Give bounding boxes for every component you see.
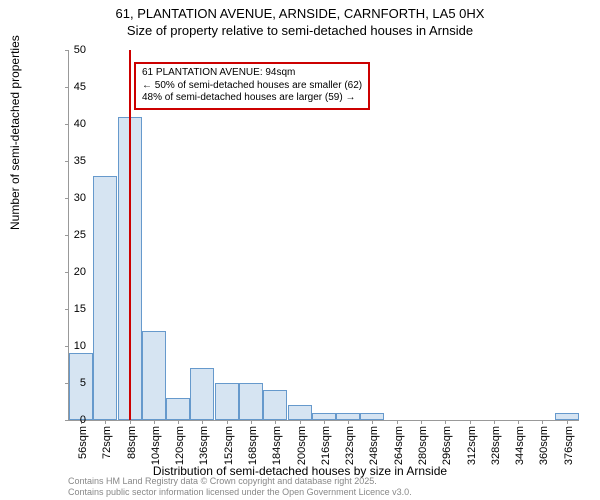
y-tick-label: 25 xyxy=(74,229,86,241)
x-tick-label: 216sqm xyxy=(320,426,332,465)
x-tick-label: 360sqm xyxy=(538,426,550,465)
x-tick-label: 120sqm xyxy=(174,426,186,465)
y-tick-label: 40 xyxy=(74,118,86,130)
y-tick-label: 50 xyxy=(74,44,86,56)
x-tick-label: 264sqm xyxy=(393,426,405,465)
y-tick-label: 45 xyxy=(74,81,86,93)
x-tick-mark xyxy=(348,420,349,424)
x-tick-label: 88sqm xyxy=(126,426,138,459)
x-tick-mark xyxy=(567,420,568,424)
x-tick-label: 280sqm xyxy=(417,426,429,465)
y-tick-mark xyxy=(65,420,69,421)
x-tick-mark xyxy=(202,420,203,424)
bar xyxy=(215,383,239,420)
y-tick-mark xyxy=(65,346,69,347)
footer-attribution: Contains HM Land Registry data © Crown c… xyxy=(68,476,412,498)
bar xyxy=(142,331,166,420)
bar xyxy=(263,390,287,420)
title-line-1: 61, PLANTATION AVENUE, ARNSIDE, CARNFORT… xyxy=(116,6,485,21)
x-tick-mark xyxy=(251,420,252,424)
y-tick-mark xyxy=(65,161,69,162)
annotation-box: 61 PLANTATION AVENUE: 94sqm ← 50% of semi… xyxy=(134,62,370,110)
chart-area: 56sqm72sqm88sqm104sqm120sqm136sqm152sqm1… xyxy=(68,50,578,420)
x-tick-mark xyxy=(178,420,179,424)
x-tick-mark xyxy=(518,420,519,424)
y-tick-mark xyxy=(65,309,69,310)
x-tick-mark xyxy=(275,420,276,424)
y-axis-label: Number of semi-detached properties xyxy=(8,35,22,230)
x-tick-label: 104sqm xyxy=(150,426,162,465)
x-tick-label: 200sqm xyxy=(296,426,308,465)
bar xyxy=(166,398,190,420)
bar xyxy=(93,176,117,420)
y-tick-mark xyxy=(65,50,69,51)
y-tick-mark xyxy=(65,235,69,236)
x-tick-mark xyxy=(494,420,495,424)
x-tick-mark xyxy=(130,420,131,424)
y-tick-mark xyxy=(65,124,69,125)
x-tick-mark xyxy=(397,420,398,424)
x-tick-label: 232sqm xyxy=(344,426,356,465)
x-tick-label: 328sqm xyxy=(490,426,502,465)
bar xyxy=(360,413,384,420)
bar xyxy=(239,383,263,420)
x-tick-label: 184sqm xyxy=(271,426,283,465)
x-tick-label: 136sqm xyxy=(198,426,210,465)
x-tick-label: 296sqm xyxy=(441,426,453,465)
x-tick-mark xyxy=(324,420,325,424)
x-tick-mark xyxy=(542,420,543,424)
x-tick-mark xyxy=(227,420,228,424)
chart-container: 61, PLANTATION AVENUE, ARNSIDE, CARNFORT… xyxy=(0,0,600,500)
x-tick-mark xyxy=(445,420,446,424)
footer-line-2: Contains public sector information licen… xyxy=(68,487,412,497)
x-tick-label: 168sqm xyxy=(247,426,259,465)
x-tick-mark xyxy=(105,420,106,424)
bar xyxy=(336,413,360,420)
x-tick-label: 248sqm xyxy=(368,426,380,465)
annotation-line-1: 61 PLANTATION AVENUE: 94sqm xyxy=(142,67,295,78)
bar xyxy=(190,368,214,420)
x-tick-mark xyxy=(372,420,373,424)
y-tick-label: 30 xyxy=(74,192,86,204)
title-line-2: Size of property relative to semi-detach… xyxy=(127,23,473,38)
bar xyxy=(312,413,336,420)
x-tick-mark xyxy=(470,420,471,424)
footer-line-1: Contains HM Land Registry data © Crown c… xyxy=(68,476,377,486)
x-tick-label: 376sqm xyxy=(563,426,575,465)
plot-region: 56sqm72sqm88sqm104sqm120sqm136sqm152sqm1… xyxy=(68,50,579,421)
x-tick-mark xyxy=(421,420,422,424)
bar xyxy=(288,405,312,420)
y-tick-label: 5 xyxy=(80,377,86,389)
y-tick-mark xyxy=(65,272,69,273)
chart-title: 61, PLANTATION AVENUE, ARNSIDE, CARNFORT… xyxy=(0,0,600,40)
annotation-line-2: ← 50% of semi-detached houses are smalle… xyxy=(142,80,362,91)
y-tick-label: 0 xyxy=(80,414,86,426)
x-tick-label: 152sqm xyxy=(223,426,235,465)
y-tick-mark xyxy=(65,87,69,88)
annotation-line-3: 48% of semi-detached houses are larger (… xyxy=(142,92,355,103)
y-tick-mark xyxy=(65,198,69,199)
x-tick-label: 56sqm xyxy=(77,426,89,459)
y-tick-label: 15 xyxy=(74,303,86,315)
x-tick-mark xyxy=(300,420,301,424)
reference-line xyxy=(129,50,131,420)
y-tick-label: 20 xyxy=(74,266,86,278)
x-tick-label: 312sqm xyxy=(466,426,478,465)
y-tick-label: 35 xyxy=(74,155,86,167)
bar xyxy=(555,413,579,420)
x-tick-label: 72sqm xyxy=(101,426,113,459)
x-tick-mark xyxy=(154,420,155,424)
y-tick-label: 10 xyxy=(74,340,86,352)
x-tick-label: 344sqm xyxy=(514,426,526,465)
